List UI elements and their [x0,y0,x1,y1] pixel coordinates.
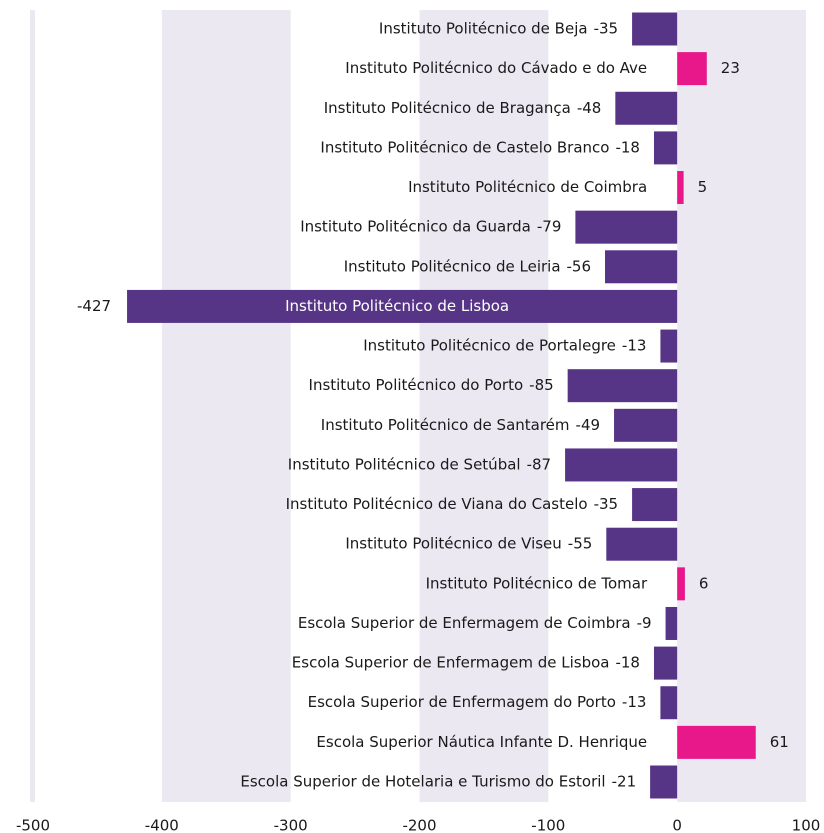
category-label: Instituto Politécnico de Bragança [324,99,571,117]
bar [653,646,678,680]
value-label: -427 [77,297,111,315]
x-tick-label: 100 [792,817,821,833]
value-label: 61 [770,733,789,751]
category-label: Escola Superior Náutica Infante D. Henri… [316,733,647,751]
category-label: Instituto Politécnico de Leiria [344,257,561,275]
bar [660,686,678,720]
bar [565,448,678,482]
bar [677,171,684,205]
category-label: Escola Superior de Enfermagem de Coimbra [298,614,631,632]
category-label: Instituto Politécnico de Tomar [426,574,648,592]
bar [677,52,707,86]
value-label: -85 [529,376,554,394]
band [419,10,549,802]
category-label: Instituto Politécnico de Viseu [345,535,561,553]
band [161,10,291,802]
value-label: 5 [698,178,708,196]
category-label: Instituto Politécnico de Santarém [321,416,570,434]
value-label: -56 [567,257,592,275]
category-label: Instituto Politécnico de Portalegre [363,337,616,355]
value-label: -18 [615,138,640,156]
x-tick-label: -300 [274,817,308,833]
category-label: Escola Superior de Enfermagem de Lisboa [292,654,610,672]
bar [677,725,756,759]
bar [632,12,678,46]
value-label: 6 [699,574,709,592]
bar [615,91,678,125]
value-label: -35 [594,495,619,513]
bar [653,131,678,165]
value-label: -48 [577,99,602,117]
category-label: Escola Superior de Hotelaria e Turismo d… [240,773,605,791]
value-label: -79 [537,218,562,236]
x-tick-label: -200 [402,817,436,833]
value-label: -13 [622,337,647,355]
bar [650,765,678,799]
category-label: Instituto Politécnico de Beja [379,20,588,38]
category-label: Instituto Politécnico de Castelo Branco [320,138,609,156]
value-label: -35 [594,20,619,38]
value-label: -13 [622,693,647,711]
bar [567,369,678,403]
category-label: Instituto Politécnico de Setúbal [288,455,521,473]
bar [660,329,678,363]
band [677,10,806,802]
category-label: Instituto Politécnico do Porto [309,376,524,394]
value-label: -18 [615,654,640,672]
x-tick-label: -400 [145,817,179,833]
bar [606,527,678,561]
bar [575,210,678,244]
category-label: Escola Superior de Enfermagem do Porto [308,693,616,711]
bar [127,289,678,323]
category-label: Instituto Politécnico de Lisboa [285,297,509,315]
bar [677,567,685,601]
value-label: -9 [637,614,652,632]
bar [632,488,678,522]
bar [614,408,678,442]
value-label: -55 [568,535,593,553]
x-tick-label: -500 [16,817,50,833]
category-label: Instituto Politécnico da Guarda [300,218,531,236]
bar [665,606,678,640]
category-label: Instituto Politécnico de Coimbra [408,178,647,196]
x-tick-label: -100 [531,817,565,833]
category-label: Instituto Politécnico de Viana do Castel… [286,495,588,513]
value-label: 23 [721,59,740,77]
x-tick-label: 0 [672,817,682,833]
band [30,10,35,802]
value-label: -49 [576,416,601,434]
category-label: Instituto Politécnico do Cávado e do Ave [345,59,647,77]
value-label: -21 [612,773,637,791]
value-label: -87 [527,455,552,473]
bar [605,250,678,284]
